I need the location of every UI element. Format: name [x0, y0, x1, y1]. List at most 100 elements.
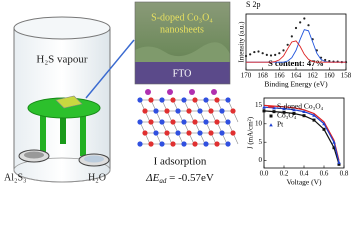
atom — [170, 119, 176, 125]
y-tick-label: 0 — [259, 156, 263, 164]
atom — [153, 108, 159, 114]
atom — [214, 141, 220, 147]
atom — [170, 97, 176, 103]
atom — [208, 130, 214, 136]
data-point — [261, 52, 264, 55]
arrow — [85, 39, 135, 99]
adsorbate — [211, 89, 217, 95]
annotation: S content: 47% — [268, 58, 324, 68]
data-point — [272, 106, 276, 110]
data-point — [328, 59, 331, 63]
atom — [214, 97, 220, 103]
data-point — [282, 106, 286, 111]
atom — [203, 141, 209, 147]
energy-subscript: ad — [159, 177, 167, 185]
data-point — [332, 140, 336, 144]
data-point — [322, 121, 326, 126]
atom — [186, 130, 192, 136]
data-point — [282, 110, 286, 114]
atom — [197, 130, 203, 136]
data-point — [337, 162, 341, 166]
atom — [153, 130, 159, 136]
series-line — [263, 104, 340, 161]
data-point — [292, 107, 296, 112]
atom — [192, 119, 198, 125]
data-point — [302, 114, 306, 118]
x-axis-label: Voltage (V) — [286, 178, 322, 187]
y-tick-label: 15 — [255, 101, 263, 109]
atom — [225, 97, 231, 103]
data-point — [299, 21, 302, 24]
legend-label: Co₃O₄ — [277, 111, 297, 120]
y-tick-label: 5 — [259, 138, 263, 146]
data-point — [312, 113, 316, 117]
atom — [225, 141, 231, 147]
atom — [175, 108, 181, 114]
series-line — [263, 110, 340, 165]
y-axis-label: Intensity (a.u.) — [238, 21, 246, 63]
atom — [148, 141, 154, 147]
source-label: Al₂S₃ — [4, 172, 27, 183]
data-point — [278, 52, 281, 55]
sem-image — [134, 1, 231, 85]
x-tick-label: 160 — [324, 72, 335, 80]
atom — [142, 130, 148, 136]
atom — [181, 119, 187, 125]
atom — [197, 108, 203, 114]
atom — [159, 119, 165, 125]
chart-title: S 2p — [246, 0, 260, 9]
atom — [214, 119, 220, 125]
data-point — [244, 54, 248, 58]
data-point — [253, 50, 256, 54]
data-point — [274, 53, 277, 56]
x-tick-label: 0.0 — [260, 170, 269, 178]
data-point — [292, 111, 296, 115]
data-point — [282, 49, 285, 52]
atom — [164, 130, 170, 136]
atom — [225, 119, 231, 125]
data-point — [262, 105, 266, 109]
atom — [137, 141, 143, 147]
adsorbate — [167, 89, 173, 95]
x-tick-label: 158 — [341, 72, 351, 80]
data-point — [249, 53, 252, 56]
data-point — [302, 109, 306, 114]
data-point — [265, 53, 268, 56]
water-label: H₂O — [88, 172, 106, 183]
atom — [203, 97, 209, 103]
y-axis-label: J (mA/cm²) — [247, 116, 255, 149]
structure-title: I adsorption — [154, 156, 207, 168]
atom — [192, 97, 198, 103]
x-tick-label: 0.2 — [280, 170, 289, 178]
atom — [219, 108, 225, 114]
atom — [159, 141, 165, 147]
x-tick-label: 162 — [307, 72, 318, 80]
x-tick-label: 170 — [241, 72, 252, 80]
substrate-label: FTO — [173, 68, 192, 79]
x-tick-label: 0.8 — [340, 170, 349, 178]
x-tick-label: 0.4 — [300, 170, 309, 178]
atom — [175, 130, 181, 136]
atom — [208, 108, 214, 114]
data-point — [324, 58, 327, 62]
atom — [181, 141, 187, 147]
adsorbate — [189, 89, 195, 95]
data-point — [290, 35, 293, 38]
atom — [159, 97, 165, 103]
atom — [203, 119, 209, 125]
legend-swatch — [269, 114, 273, 118]
data-point — [269, 54, 273, 57]
energy-value: = -0.57eV — [166, 172, 213, 184]
graphical-abstract: H₂S vapour Al₂S₃ H₂O S-doped Co₃O₄ nanos… — [4, 0, 351, 187]
atom — [142, 108, 148, 114]
x-tick-label: 0.6 — [320, 170, 329, 178]
atom — [219, 130, 225, 136]
atom — [186, 108, 192, 114]
atom — [170, 141, 176, 147]
sem-label: S-doped Co₃O₄ — [151, 12, 213, 23]
adsorbate — [145, 89, 151, 95]
x-tick-label: 168 — [257, 72, 268, 80]
legend-swatch — [269, 123, 273, 127]
atom — [148, 119, 154, 125]
data-point — [322, 127, 326, 131]
